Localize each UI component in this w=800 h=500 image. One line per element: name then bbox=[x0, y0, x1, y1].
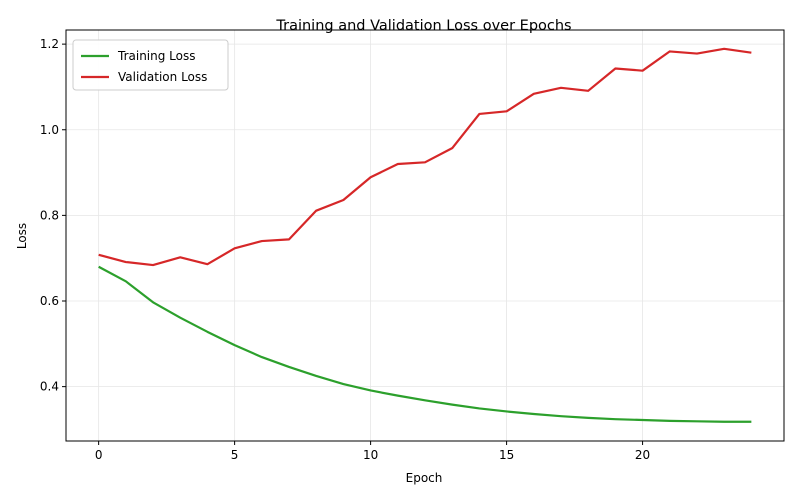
x-tick-label: 20 bbox=[635, 448, 650, 462]
y-tick-label: 1.2 bbox=[40, 37, 59, 51]
grid bbox=[66, 30, 784, 441]
y-tick-label: 0.8 bbox=[40, 208, 59, 222]
x-tick-label: 0 bbox=[95, 448, 103, 462]
legend-box bbox=[72, 39, 229, 91]
y-axis: 0.4 0.6 0.8 1.0 1.2 bbox=[40, 37, 66, 394]
x-tick-label: 15 bbox=[499, 448, 514, 462]
x-axis: 0 5 10 15 20 bbox=[95, 441, 650, 462]
chart-title: Training and Validation Loss over Epochs bbox=[275, 18, 571, 34]
y-tick-label: 0.6 bbox=[40, 294, 59, 308]
x-tick-label: 10 bbox=[363, 448, 378, 462]
training-loss-line bbox=[98, 265, 752, 423]
legend: Training Loss Validation Loss bbox=[72, 39, 229, 91]
y-tick-label: 1.0 bbox=[40, 123, 59, 137]
series-layer bbox=[98, 47, 752, 423]
validation-loss-line bbox=[98, 47, 752, 267]
plot-frame bbox=[65, 29, 785, 442]
y-tick-label: 0.4 bbox=[40, 380, 59, 394]
legend-label-training-loss: Training Loss bbox=[117, 49, 195, 63]
y-axis-label: Loss bbox=[15, 223, 29, 249]
x-tick-label: 5 bbox=[231, 448, 239, 462]
x-axis-label: Epoch bbox=[406, 471, 443, 485]
legend-label-validation-loss: Validation Loss bbox=[118, 70, 207, 84]
